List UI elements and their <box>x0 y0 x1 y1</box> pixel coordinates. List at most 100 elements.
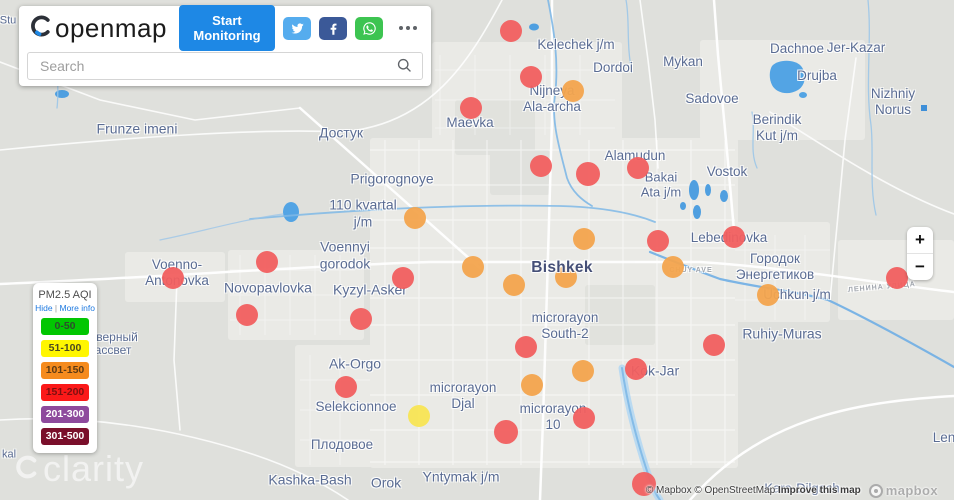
aqi-marker-red[interactable] <box>236 304 258 326</box>
place-label: Len <box>932 430 954 446</box>
aqi-marker-orange[interactable] <box>662 256 684 278</box>
place-label: kal <box>1 448 17 461</box>
place-label: Sadovoe <box>685 91 739 107</box>
place-label: Prigorognoye <box>350 170 434 187</box>
place-label: Frunze imeni <box>96 120 178 137</box>
place-label: Городок Энергетиков <box>735 251 815 282</box>
improve-map-link[interactable]: Improve this map <box>777 485 861 496</box>
place-label: Novopavlovka <box>224 279 312 296</box>
place-label: Nizhniy Norus <box>870 86 916 117</box>
osm-attribution-link[interactable]: © OpenStreetMap <box>694 485 776 496</box>
aqi-marker-red[interactable] <box>500 20 522 42</box>
aqi-marker-red[interactable] <box>703 334 725 356</box>
aqi-marker-red[interactable] <box>515 336 537 358</box>
place-label: Maevka <box>446 115 494 131</box>
facebook-button[interactable] <box>319 16 347 40</box>
place-label: Vostok <box>706 164 748 180</box>
aqi-marker-orange[interactable] <box>404 207 426 229</box>
aqi-marker-orange[interactable] <box>521 374 543 396</box>
aqi-marker-red[interactable] <box>494 420 518 444</box>
search-icon[interactable] <box>396 57 413 79</box>
place-label: Плодовое <box>310 437 374 453</box>
place-label: microrayon South-2 <box>531 310 599 341</box>
place-label: Достук <box>318 124 364 141</box>
aqi-marker-red[interactable] <box>460 97 482 119</box>
legend-band-201-300: 201-300 <box>41 406 89 423</box>
aqi-marker-red[interactable] <box>350 308 372 330</box>
aqi-marker-orange[interactable] <box>562 80 584 102</box>
twitter-button[interactable] <box>283 16 311 40</box>
logo-text: openmap <box>55 12 167 43</box>
place-label: Ruhiy-Muras <box>742 325 822 342</box>
aqi-marker-red[interactable] <box>573 407 595 429</box>
place-label: microrayon 10 <box>519 401 587 432</box>
place-label: Kyzyl-Asker <box>333 281 407 298</box>
place-label: Stu <box>0 14 17 27</box>
aqi-marker-orange[interactable] <box>503 274 525 296</box>
facebook-icon <box>330 23 336 35</box>
place-label: Yntymak j/m <box>422 468 500 485</box>
aqi-marker-red[interactable] <box>256 251 278 273</box>
aqi-marker-red[interactable] <box>632 472 656 496</box>
place-label: 110 kvartal j/m <box>329 196 397 229</box>
aqi-marker-red[interactable] <box>627 157 649 179</box>
aqi-marker-red[interactable] <box>530 155 552 177</box>
legend-band-301-500: 301-500 <box>41 428 89 445</box>
legend-band-51-100: 51-100 <box>41 340 89 357</box>
header-card: openmap Start Monitoring <box>19 5 431 86</box>
zoom-control: + − <box>907 227 933 280</box>
map-attribution: © Mapbox © OpenStreetMap Improve this ma… <box>646 483 938 498</box>
mapbox-attribution-link[interactable]: © Mapbox <box>645 485 692 496</box>
aqi-marker-red[interactable] <box>723 226 745 248</box>
aqi-marker-orange[interactable] <box>573 228 595 250</box>
openmap-logo[interactable]: openmap <box>29 13 167 44</box>
place-label: Dachnoe <box>769 41 825 57</box>
twitter-icon <box>290 22 304 34</box>
aqi-marker-red[interactable] <box>576 162 600 186</box>
place-label: microrayon Djal <box>429 380 497 411</box>
legend-more-info-link[interactable]: More info <box>59 303 95 313</box>
place-label: Berindik Kut j/m <box>752 112 802 143</box>
whatsapp-button[interactable] <box>355 16 383 40</box>
aqi-marker-red[interactable] <box>162 267 184 289</box>
aqi-marker-yellow[interactable] <box>408 405 430 427</box>
mapbox-logo-icon <box>868 483 883 498</box>
legend-bands: 0-50 51-100 101-150 151-200 201-300 301-500 <box>33 318 97 445</box>
aqi-marker-red[interactable] <box>625 358 647 380</box>
legend-hide-link[interactable]: Hide <box>35 303 53 313</box>
legend-title: PM2.5 AQI <box>38 289 92 301</box>
place-label: Mykan <box>663 54 703 70</box>
place-label: Bishkek <box>531 258 593 276</box>
place-label: Kelechek j/m <box>537 37 615 53</box>
place-label: Selekcionnoe <box>315 399 397 415</box>
zoom-in-button[interactable]: + <box>915 230 925 249</box>
aqi-legend-panel: PM2.5 AQI Hide | More info 0-50 51-100 101… <box>33 283 97 453</box>
aqi-marker-red[interactable] <box>392 267 414 289</box>
aqi-marker-red[interactable] <box>647 230 669 252</box>
legend-band-0-50: 0-50 <box>41 318 89 335</box>
openmap-logo-icon <box>29 14 53 43</box>
legend-band-101-150: 101-150 <box>41 362 89 379</box>
place-label: ассвет <box>94 342 132 357</box>
place-label: Bakai Ata j/m <box>640 169 682 200</box>
aqi-marker-orange[interactable] <box>555 266 577 288</box>
legend-band-151-200: 151-200 <box>41 384 89 401</box>
zoom-out-button[interactable]: − <box>915 257 925 276</box>
mapbox-logo-badge[interactable]: mapbox <box>868 483 938 498</box>
aqi-marker-orange[interactable] <box>462 256 484 278</box>
aqi-marker-red[interactable] <box>886 267 908 289</box>
whatsapp-icon <box>362 21 376 35</box>
place-label: верный <box>96 329 138 344</box>
aqi-marker-orange[interactable] <box>757 284 779 306</box>
place-label: Ak-Orgo <box>328 355 382 372</box>
aqi-marker-red[interactable] <box>335 376 357 398</box>
more-menu-button[interactable] <box>395 22 421 34</box>
start-monitoring-button[interactable]: Start Monitoring <box>178 5 275 51</box>
aqi-marker-red[interactable] <box>520 66 542 88</box>
aqi-marker-orange[interactable] <box>572 360 594 382</box>
place-label: Alamudun <box>604 148 666 164</box>
search-input[interactable] <box>27 52 423 80</box>
place-label: Kashka-Bash <box>268 471 352 488</box>
